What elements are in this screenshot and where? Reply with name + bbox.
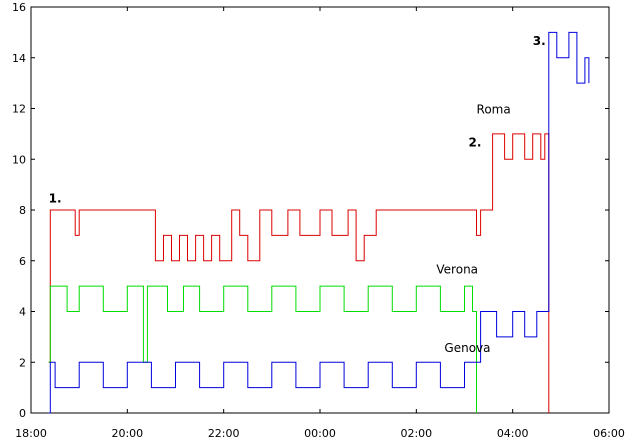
x-tick-label: 04:00	[497, 427, 529, 440]
annotation-label: 3.	[533, 34, 546, 48]
y-tick-label: 4	[19, 306, 26, 319]
series-roma	[48, 133, 550, 414]
x-tick-label: 22:00	[208, 427, 240, 440]
y-tick-label: 2	[19, 356, 26, 369]
annotation-label: 2.	[469, 136, 482, 150]
series-line-genova	[48, 31, 590, 414]
annotation-label: 1.	[49, 191, 62, 205]
axis-ticks: 0 2 4 6 8 10 12 14 16 18:00 20:00 22:00 00:00 02:00 04…	[12, 1, 625, 440]
y-tick-label: 6	[19, 255, 26, 268]
x-tick-label: 18:00	[15, 427, 47, 440]
series-label: Genova	[444, 341, 490, 355]
x-tick-label: 00:00	[304, 427, 336, 440]
series-genova	[48, 31, 590, 414]
x-tick-label: 02:00	[400, 427, 432, 440]
x-tick-label: 06:00	[593, 427, 625, 440]
series-group	[48, 31, 590, 414]
series-label: Verona	[436, 262, 478, 276]
y-tick-label: 0	[19, 407, 26, 420]
y-tick-label: 16	[12, 1, 26, 14]
y-tick-label: 8	[19, 204, 26, 217]
y-tick-label: 14	[12, 52, 26, 65]
series-verona	[48, 285, 477, 414]
series-label: Roma	[477, 103, 511, 117]
y-tick-label: 10	[12, 153, 26, 166]
annotations-group: 1. 2. 3.	[49, 34, 546, 205]
y-tick-label: 12	[12, 103, 26, 116]
series-labels-group: Roma Verona Genova	[436, 103, 510, 356]
series-line-verona	[48, 285, 477, 413]
series-line-roma	[48, 133, 550, 413]
x-tick-label: 20:00	[111, 427, 143, 440]
